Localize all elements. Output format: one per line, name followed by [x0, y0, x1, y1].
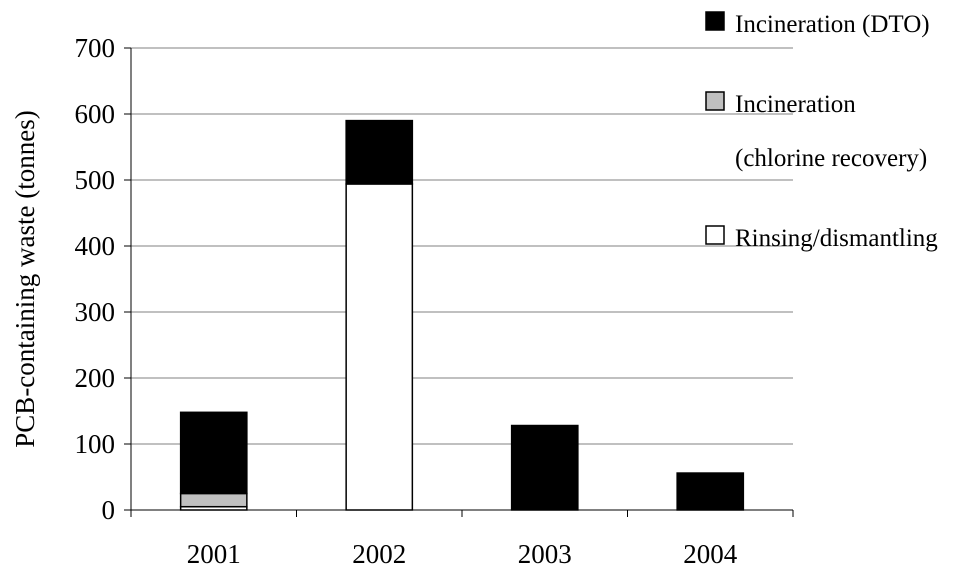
- x-tick-label: 2001: [187, 539, 241, 569]
- y-tick-label: 200: [75, 363, 116, 393]
- legend-label: (chlorine recovery): [735, 145, 927, 172]
- legend-swatch: [705, 11, 725, 31]
- legend-label: Rinsing/dismantling: [735, 225, 938, 252]
- bar-segment: [510, 424, 579, 511]
- bar-segment: [345, 119, 414, 185]
- legend-swatch: [705, 91, 725, 111]
- y-tick-label: 700: [75, 33, 116, 63]
- y-tick-label: 100: [75, 429, 116, 459]
- y-axis-label: PCB-containing waste (tonnes): [10, 110, 40, 447]
- x-tick-label: 2002: [352, 539, 406, 569]
- y-tick-label: 400: [75, 231, 116, 261]
- bars: [179, 119, 745, 511]
- y-tick-label: 500: [75, 165, 116, 195]
- gridlines: [131, 47, 793, 445]
- x-tick-label: 2004: [683, 539, 738, 569]
- x-tick-label: 2003: [518, 539, 572, 569]
- legend-label: Incineration: [735, 91, 856, 118]
- legend: Incineration (DTO) Incineration (chlorine …: [705, 11, 938, 252]
- y-tick-labels: 0 100 200 300 400 500 600 700: [75, 33, 116, 525]
- bar-segment: [676, 472, 745, 511]
- x-tick-labels: 2001 2002 2003 2004: [187, 539, 738, 569]
- y-tick-label: 600: [75, 99, 116, 129]
- axes: [124, 47, 794, 517]
- y-tick-label: 300: [75, 297, 116, 327]
- bar-segment: [179, 492, 248, 508]
- legend-label: Incineration (DTO): [735, 11, 930, 38]
- bar-segment: [345, 183, 414, 511]
- bar-segment: [179, 411, 248, 495]
- y-tick-label: 0: [102, 495, 116, 525]
- legend-swatch: [705, 225, 725, 245]
